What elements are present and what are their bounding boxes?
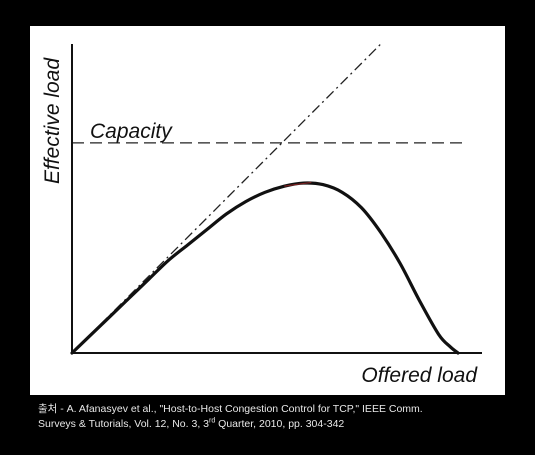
capacity-label: Capacity xyxy=(90,120,173,143)
x-axis-title: Offered load xyxy=(361,364,478,387)
caption-line-2-end: Quarter, 2010, pp. 304-342 xyxy=(215,418,345,430)
figure-panel: Effective load Offered load Capacity xyxy=(30,26,505,395)
caption-line-2-start: Surveys & Tutorials, Vol. 12, No. 3, 3 xyxy=(38,418,209,430)
peak-highlight xyxy=(284,181,312,187)
ideal-throughput-line xyxy=(71,43,382,354)
caption-superscript: rd xyxy=(209,417,216,425)
caption-line-1: 출처 - A. Afanasyev et al., "Host-to-Host … xyxy=(38,403,423,415)
effective-load-line xyxy=(70,181,460,355)
source-caption: 출처 - A. Afanasyev et al., "Host-to-Host … xyxy=(38,402,518,432)
caption-line-2: Surveys & Tutorials, Vol. 12, No. 3, 3rd… xyxy=(38,417,518,432)
chart: Effective load Offered load Capacity xyxy=(41,43,482,387)
y-axis-title: Effective load xyxy=(41,57,64,184)
